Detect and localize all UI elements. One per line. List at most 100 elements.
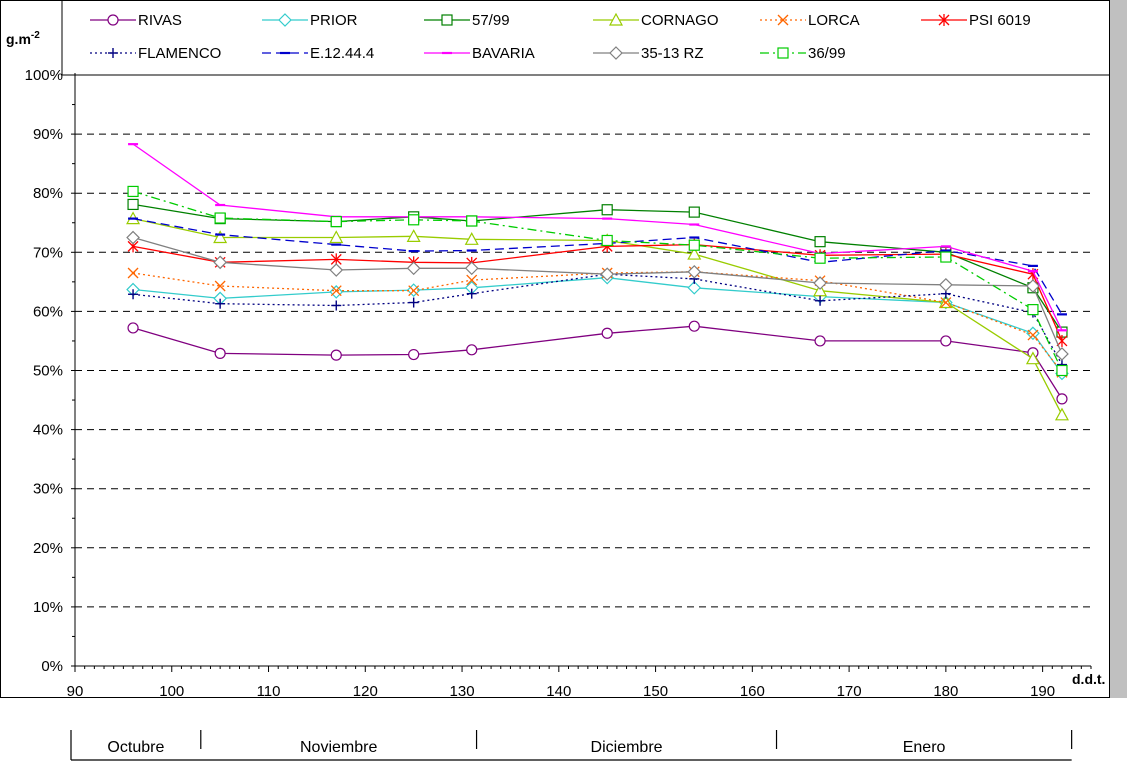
data-point	[278, 13, 292, 27]
data-point	[688, 206, 700, 218]
month-label: Diciembre	[591, 739, 663, 756]
data-point	[814, 236, 826, 248]
data-point	[815, 295, 826, 306]
data-point	[331, 300, 342, 311]
month-label: Noviembre	[300, 739, 377, 756]
legend-item: FLAMENCO	[90, 45, 221, 62]
legend-label: E.12.44.4	[310, 45, 374, 62]
data-point	[108, 48, 118, 58]
data-point	[940, 297, 952, 308]
data-point	[406, 261, 421, 276]
data-point	[601, 327, 613, 339]
data-point	[814, 335, 826, 347]
data-point	[609, 46, 623, 60]
data-point	[330, 215, 342, 228]
data-point	[214, 212, 226, 224]
data-point	[1056, 364, 1068, 377]
data-point	[408, 214, 420, 226]
axes: 0% 10% 20% 30% 40% 50% 60% 70% 80% 90% 100% 90 100 11…	[25, 67, 1092, 700]
data-point	[940, 251, 952, 263]
data-point	[688, 239, 700, 251]
legend-label: RIVAS	[138, 12, 182, 29]
legend-item: CORNAGO	[593, 12, 719, 29]
data-point	[1054, 407, 1069, 421]
y-tick-label: 40%	[33, 422, 63, 439]
data-point	[1026, 279, 1040, 293]
data-point	[814, 252, 826, 264]
y-axis-label: g.m-2	[6, 30, 40, 47]
data-point	[1025, 351, 1040, 365]
x-tick-label: 100	[159, 683, 184, 700]
data-point	[687, 264, 702, 279]
x-axis-label: d.d.t.	[1072, 671, 1105, 687]
data-point	[126, 230, 140, 245]
data-point	[406, 229, 421, 242]
data-point	[107, 14, 119, 26]
x-tick-label: 150	[643, 683, 668, 700]
data-point	[127, 322, 139, 334]
data-point	[127, 267, 139, 279]
month-label: Enero	[903, 739, 946, 756]
data-point	[687, 246, 702, 260]
legend-label: PRIOR	[310, 12, 358, 29]
y-tick-label: 60%	[33, 303, 63, 320]
data-point	[329, 230, 344, 244]
legend-item: 35-13 RZ	[593, 45, 704, 62]
data-point	[601, 234, 613, 247]
y-tick-label: 70%	[33, 244, 63, 261]
legend-label: CORNAGO	[641, 12, 719, 29]
data-point	[214, 347, 226, 359]
data-point	[128, 289, 139, 300]
data-point	[329, 263, 344, 277]
legend-label: LORCA	[808, 12, 860, 29]
x-tick-label: 170	[837, 683, 862, 700]
legend-item: 57/99	[424, 12, 510, 29]
y-tick-label: 10%	[33, 599, 63, 616]
data-point	[813, 283, 828, 297]
data-point	[939, 277, 953, 292]
right-gray-band	[1110, 0, 1127, 698]
data-point	[1055, 347, 1069, 361]
series-lines	[126, 143, 1069, 421]
y-tick-label: 90%	[33, 126, 63, 143]
series-36-99	[127, 185, 1068, 377]
data-point	[687, 280, 702, 295]
data-point	[215, 298, 226, 309]
legend-label: BAVARIA	[472, 45, 535, 62]
data-point	[608, 12, 624, 26]
data-point	[127, 198, 139, 211]
data-point	[466, 288, 477, 299]
y-tick-label: 30%	[33, 481, 63, 498]
data-point	[940, 335, 952, 347]
y-tick-label: 50%	[33, 363, 63, 380]
data-point	[213, 230, 228, 244]
data-point	[213, 255, 227, 270]
month-label: Octubre	[107, 739, 164, 756]
legend-item: PSI 6019	[921, 12, 1031, 29]
legend-label: FLAMENCO	[138, 45, 221, 62]
data-point	[1027, 304, 1039, 316]
data-point	[1027, 329, 1039, 341]
data-point	[600, 267, 615, 282]
data-point	[408, 297, 419, 308]
legend-label: 57/99	[472, 12, 510, 29]
legend-label: 36/99	[808, 45, 846, 62]
y-tick-label: 20%	[33, 540, 63, 557]
x-tick-label: 130	[450, 683, 475, 700]
data-point	[1056, 393, 1068, 405]
legend-item: E.12.44.4	[262, 45, 374, 62]
x-tick-label: 180	[933, 683, 958, 700]
chart-frame	[0, 0, 1110, 698]
data-point	[601, 204, 613, 216]
data-point	[408, 285, 420, 297]
x-tick-label: 110	[257, 683, 281, 700]
data-point	[464, 261, 479, 276]
data-point	[777, 47, 789, 59]
legend-item: 36/99	[760, 45, 846, 62]
x-tick-label: 160	[740, 683, 765, 700]
data-point	[688, 320, 700, 332]
data-point	[466, 215, 478, 227]
